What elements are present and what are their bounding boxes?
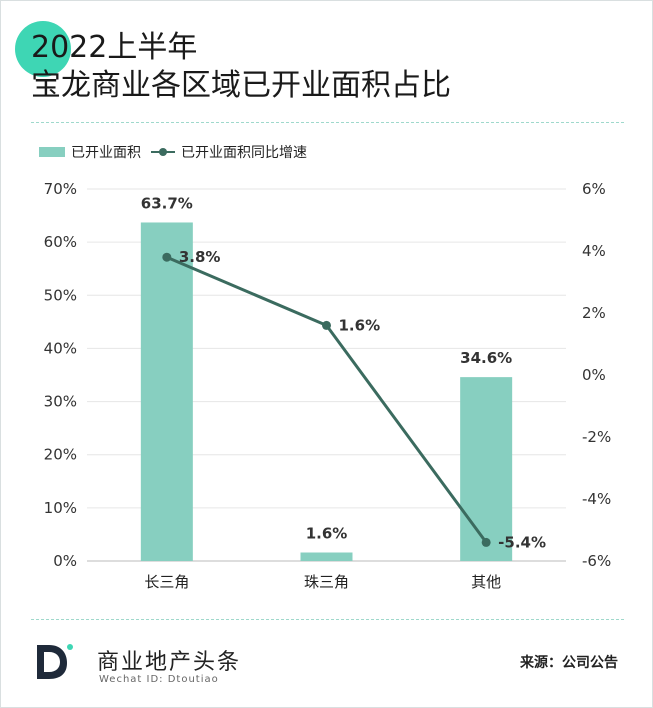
- y-right-tick-label: 4%: [582, 242, 606, 260]
- y-left-tick-label: 50%: [44, 286, 77, 304]
- legend: 已开业面积 已开业面积同比增速: [39, 142, 307, 162]
- bar-data-label: 1.6%: [306, 524, 348, 542]
- line-data-label: -5.4%: [498, 533, 546, 551]
- line-point: [481, 537, 491, 547]
- y-right-tick-label: 2%: [582, 304, 606, 322]
- x-category-label: 其他: [471, 573, 501, 591]
- line-point: [162, 252, 172, 262]
- y-left-tick-label: 0%: [53, 552, 77, 570]
- bar: [140, 222, 193, 562]
- title-line-2: 宝龙商业各区域已开业面积占比: [31, 68, 451, 103]
- y-right-tick-label: 0%: [582, 366, 606, 384]
- growth-line: [166, 255, 488, 544]
- x-category-label: 长三角: [144, 573, 189, 591]
- y-right-tick-label: -2%: [582, 428, 611, 446]
- legend-bar-swatch: [39, 147, 65, 157]
- title-line-1: 2022上半年: [31, 30, 198, 65]
- title-badge-circle: [15, 21, 71, 77]
- bar-data-label: 63.7%: [141, 194, 193, 212]
- brand-name: 商业地产头条: [97, 650, 242, 675]
- legend-line-label: 已开业面积同比增速: [181, 145, 307, 161]
- bar: [460, 377, 513, 561]
- legend-line-swatch: [151, 148, 175, 156]
- top-divider: [31, 122, 624, 123]
- x-category-label: 珠三角: [304, 573, 349, 591]
- y-right-tick-label: 6%: [582, 180, 606, 198]
- line-data-label: 3.8%: [179, 248, 221, 266]
- y-left-tick-label: 40%: [44, 339, 77, 357]
- bottom-divider: [31, 619, 624, 620]
- chart-title: 2022上半年 宝龙商业各区域已开业面积占比: [31, 29, 451, 105]
- bar: [300, 552, 353, 561]
- line-data-label: 1.6%: [339, 316, 381, 334]
- combo-chart: 0% 10% 20% 30% 40% 50% 60% 70% -6% -4% -2% 0% 2% 4% 6%…: [44, 180, 612, 591]
- legend-bar-label: 已开业面积: [71, 145, 141, 161]
- brand-wechat-id: Wechat ID: Dtoutiao: [99, 674, 219, 685]
- line-point: [322, 320, 331, 330]
- y-left-tick-label: 60%: [44, 233, 77, 251]
- y-left-tick-label: 20%: [44, 446, 77, 464]
- y-left-tick-label: 10%: [44, 499, 77, 517]
- y-right-tick-label: -6%: [582, 552, 611, 570]
- source-note: 来源：公司公告: [520, 655, 618, 671]
- bar-data-label: 34.6%: [460, 349, 512, 367]
- y-left-tick-label: 70%: [44, 180, 77, 198]
- y-right-tick-label: -4%: [582, 490, 611, 508]
- brand-logo-icon: [37, 644, 73, 679]
- y-left-tick-label: 30%: [44, 393, 77, 411]
